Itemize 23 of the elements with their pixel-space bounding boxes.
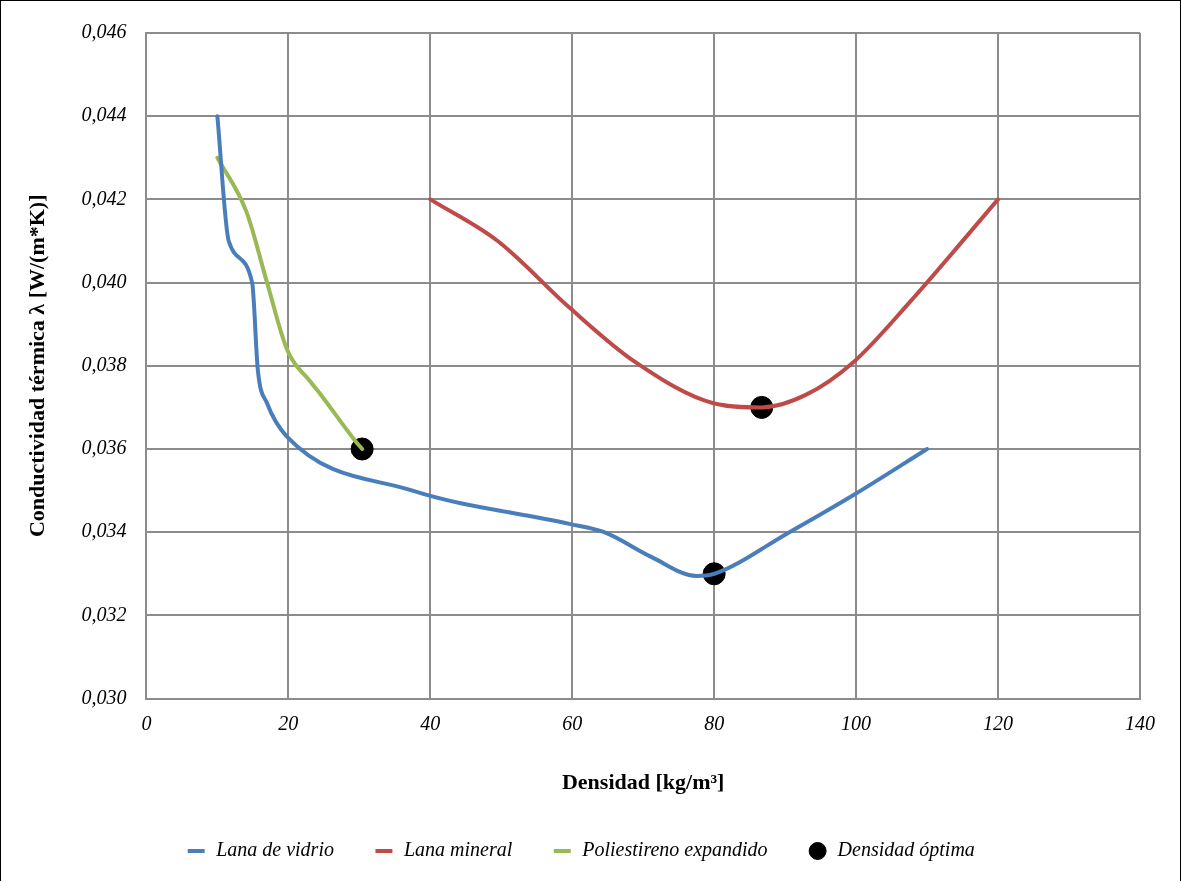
legend-label: Densidad óptima xyxy=(836,838,975,862)
x-tick-label: 0 xyxy=(141,711,152,734)
y-tick-label: 0,044 xyxy=(81,103,127,126)
x-tick-label: 60 xyxy=(562,711,583,734)
legend-label: Lana mineral xyxy=(402,838,513,861)
y-tick-label: 0,042 xyxy=(81,186,127,209)
x-tick-label: 120 xyxy=(983,711,1014,734)
y-tick-label: 0,034 xyxy=(81,519,127,542)
y-axis-title: Conductividad térmica λ [W/(m*K)] xyxy=(23,194,49,538)
y-tick-label: 0,040 xyxy=(81,269,127,292)
x-tick-label: 100 xyxy=(841,711,872,734)
x-axis-title: Densidad [kg/m³] xyxy=(561,769,725,795)
x-tick-label: 80 xyxy=(704,711,725,734)
y-tick-label: 0,036 xyxy=(81,436,127,459)
y-tick-label: 0,030 xyxy=(81,685,127,708)
legend-label: Poliestireno expandido xyxy=(581,838,768,862)
legend-label: Lana de vidrio xyxy=(215,838,334,861)
x-tick-label: 140 xyxy=(1125,711,1155,734)
y-tick-label: 0,046 xyxy=(81,20,127,43)
y-tick-label: 0,032 xyxy=(81,602,127,625)
x-tick-label: 40 xyxy=(420,711,441,734)
y-tick-label: 0,038 xyxy=(81,353,127,376)
x-tick-label: 20 xyxy=(278,711,299,734)
